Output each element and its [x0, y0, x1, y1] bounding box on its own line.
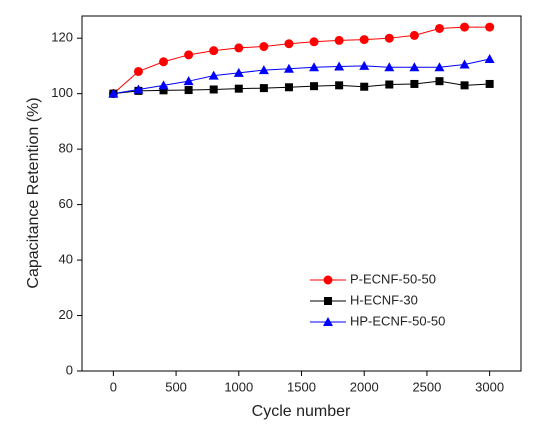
y-axis-label: Capacitance Retention (%): [25, 97, 42, 288]
x-tick-label: 1000: [224, 379, 253, 394]
marker: [323, 317, 333, 326]
marker: [159, 86, 168, 95]
marker: [208, 70, 219, 80]
marker: [324, 297, 332, 305]
marker: [184, 86, 193, 95]
plot-frame: [81, 15, 522, 372]
marker: [209, 85, 218, 94]
series-line: [113, 26, 490, 95]
marker: [310, 82, 319, 91]
x-tick-label: 2000: [350, 379, 379, 394]
x-tick-label: 500: [165, 379, 187, 394]
series-line: [113, 80, 490, 95]
marker: [385, 80, 394, 89]
marker: [360, 82, 369, 91]
marker: [384, 33, 394, 43]
marker: [409, 62, 420, 72]
marker: [108, 88, 119, 98]
marker: [159, 57, 169, 67]
marker: [184, 50, 194, 60]
marker: [234, 84, 243, 93]
series-line: [113, 58, 490, 95]
marker: [434, 23, 444, 33]
marker: [460, 81, 469, 90]
marker: [359, 60, 370, 70]
marker: [323, 275, 333, 285]
marker: [233, 67, 244, 77]
marker: [234, 43, 244, 53]
x-tick-label: 1500: [287, 379, 316, 394]
marker: [183, 76, 194, 86]
marker: [209, 46, 219, 56]
y-tick-label: 20: [59, 307, 73, 322]
marker: [284, 83, 293, 92]
marker: [309, 37, 319, 47]
marker: [283, 63, 294, 73]
marker: [335, 81, 344, 90]
legend-label: P-ECNF-50-50: [350, 271, 436, 286]
legend-label: HP-ECNF-50-50: [350, 313, 445, 328]
marker: [435, 77, 444, 86]
y-tick-label: 100: [51, 85, 73, 100]
marker: [133, 84, 144, 94]
marker: [409, 30, 419, 40]
x-axis-label: Cycle number: [252, 403, 351, 420]
marker: [284, 39, 294, 49]
legend-label: H-ECNF-30: [350, 292, 418, 307]
x-tick-label: 3000: [475, 379, 504, 394]
marker: [334, 61, 345, 71]
marker: [309, 62, 320, 72]
y-tick-label: 60: [59, 196, 73, 211]
marker: [484, 53, 495, 63]
marker: [410, 79, 419, 88]
x-tick-label: 2500: [412, 379, 441, 394]
marker: [359, 35, 369, 45]
marker: [434, 62, 445, 72]
marker: [485, 22, 495, 32]
marker: [258, 65, 269, 75]
marker: [460, 22, 470, 32]
x-tick-label: 0: [110, 379, 117, 394]
marker: [158, 80, 169, 90]
y-tick-label: 80: [59, 141, 73, 156]
marker: [259, 42, 269, 52]
marker: [485, 79, 494, 88]
marker: [334, 35, 344, 45]
marker: [133, 66, 143, 76]
marker: [459, 59, 470, 69]
y-tick-label: 0: [66, 362, 73, 377]
marker: [384, 62, 395, 72]
y-tick-label: 120: [51, 30, 73, 45]
marker: [259, 84, 268, 93]
y-tick-label: 40: [59, 252, 73, 267]
